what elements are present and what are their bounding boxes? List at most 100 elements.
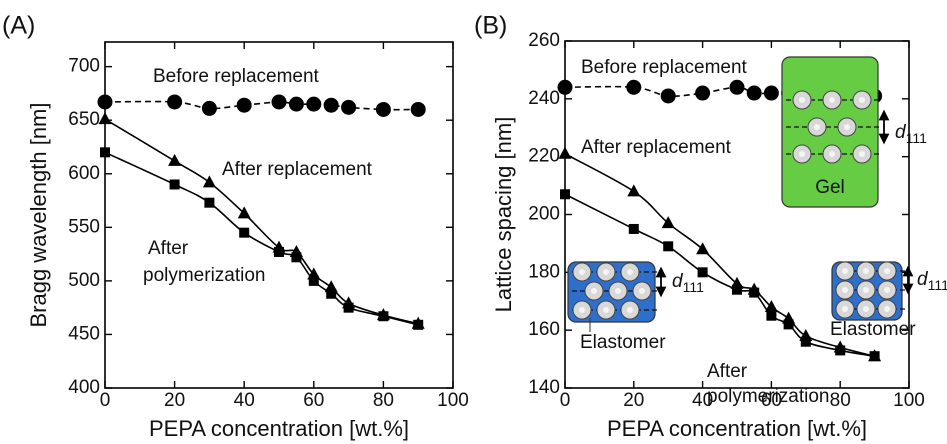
marker-square [783, 319, 794, 330]
inset-particle-core [829, 97, 835, 103]
marker-circle [323, 97, 339, 113]
inset-label: Elastomer [830, 319, 916, 340]
x-tick-label: 100 [437, 390, 469, 411]
inset-particle-core [615, 288, 621, 294]
inset-particle-core [842, 268, 848, 274]
spacing-symbol: d [917, 269, 929, 290]
marker-circle [660, 88, 676, 104]
annotation: After [707, 361, 748, 382]
x-tick-label: 100 [893, 390, 925, 411]
inset-particle-core [863, 287, 869, 293]
marker-square [749, 287, 760, 298]
fit-line [104, 118, 419, 325]
y-tick-label: 240 [528, 88, 560, 109]
inset-particle-core [884, 287, 890, 293]
y-tick-label: 700 [68, 56, 100, 77]
marker-triangle [696, 242, 710, 255]
marker-circle [375, 101, 391, 117]
annotation: Before replacement [153, 66, 320, 87]
marker-circle [288, 96, 304, 112]
marker-triangle [202, 175, 216, 188]
marker-square [663, 241, 674, 252]
inset-particle-core [859, 97, 865, 103]
spacing-label: d111 [917, 269, 947, 293]
marker-triangle [98, 112, 112, 125]
inset-particle-core [844, 124, 850, 130]
inset-particle-core [799, 151, 805, 157]
spacing-subscript: 111 [928, 277, 947, 293]
annotation: After replacement [581, 137, 732, 158]
x-tick-label: 0 [560, 390, 571, 411]
marker-circle [306, 96, 322, 112]
annotation: polymerization [143, 265, 266, 286]
x-axis-title: PEPA concentration [wt.%] [607, 416, 867, 441]
y-tick-label: 220 [528, 146, 560, 167]
plot-frame [104, 41, 454, 389]
marker-square [560, 189, 570, 200]
marker-square [169, 179, 180, 190]
marker-square [732, 284, 742, 295]
marker-square [835, 345, 846, 356]
marker-square [308, 275, 319, 286]
marker-triangle [237, 206, 251, 219]
inset-particle-core [842, 287, 848, 293]
inset-particle-core [859, 151, 865, 157]
marker-circle [167, 94, 183, 110]
marker-circle [626, 79, 642, 95]
marker-circle [271, 94, 287, 110]
marker-triangle [558, 146, 572, 159]
x-tick-label: 80 [830, 390, 851, 411]
inset-particle-core [627, 307, 633, 313]
inset-label: Elastomer [580, 332, 666, 353]
marker-square [378, 311, 389, 322]
inset-particle-core [639, 288, 645, 294]
annotation: polymerization [707, 386, 830, 407]
marker-square [204, 197, 215, 208]
y-tick-label: 260 [528, 30, 560, 51]
y-tick-label: 180 [528, 261, 560, 282]
inset-particle-core [884, 268, 890, 274]
inset-particle-core [627, 269, 633, 275]
panel-label: (B) [474, 12, 507, 40]
inset-particle-core [579, 307, 585, 313]
annotation: Before replacement [581, 57, 748, 78]
x-tick-label: 80 [373, 390, 394, 411]
y-axis-title: Lattice spacing [nm] [491, 117, 516, 313]
inset-particle-core [603, 269, 609, 275]
panel-label: (A) [2, 12, 35, 40]
marker-square [326, 288, 337, 299]
fit-line [104, 100, 419, 111]
inset-label: Gel [815, 177, 845, 198]
y-tick-label: 650 [68, 109, 100, 130]
spacing-subscript: 111 [683, 279, 704, 295]
marker-square [343, 302, 354, 313]
inset-particle-core [814, 124, 820, 130]
inset-particle-core [884, 306, 890, 312]
marker-triangle [627, 184, 641, 197]
x-tick-label: 0 [100, 390, 111, 411]
inset-particle-core [863, 306, 869, 312]
inset-particle-core [799, 97, 805, 103]
marker-square [628, 223, 639, 234]
spacing-subscript: 111 [906, 130, 927, 146]
marker-square [413, 319, 424, 330]
spacing-label: d111 [672, 271, 704, 295]
y-tick-label: 160 [528, 319, 560, 340]
x-tick-label: 60 [761, 390, 782, 411]
marker-triangle [168, 153, 182, 166]
marker-square [766, 310, 777, 321]
inset-particle-core [842, 306, 848, 312]
spacing-label: d111 [895, 122, 927, 146]
marker-triangle [661, 216, 675, 229]
marker-square [239, 227, 250, 238]
marker-square [869, 351, 880, 362]
marker-circle [695, 85, 711, 101]
x-tick-label: 20 [164, 390, 185, 411]
y-tick-label: 400 [68, 377, 100, 398]
marker-square [800, 336, 811, 347]
y-tick-label: 550 [68, 216, 100, 237]
marker-circle [729, 79, 745, 95]
marker-circle [201, 100, 217, 116]
spacing-symbol: d [672, 271, 684, 292]
marker-square [697, 267, 708, 278]
